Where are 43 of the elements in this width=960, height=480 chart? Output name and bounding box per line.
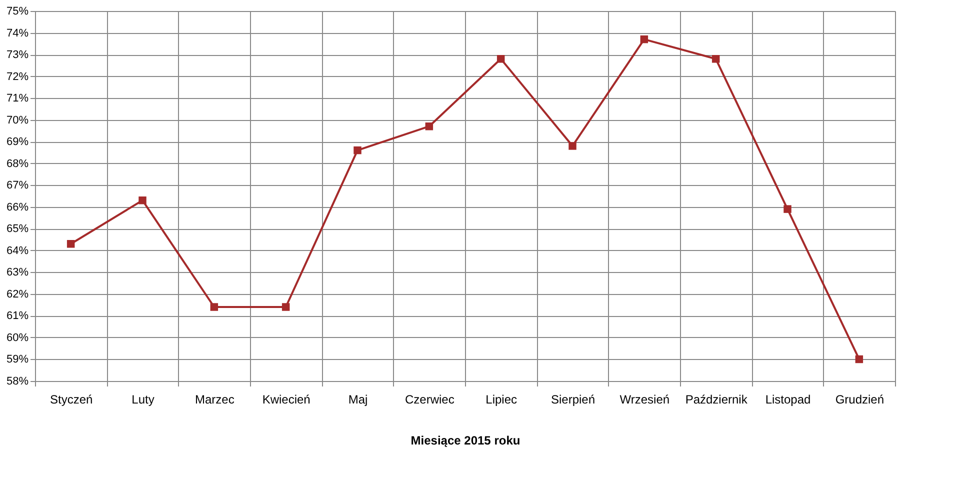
- point: [282, 303, 290, 311]
- point: [66, 240, 75, 248]
- y-tick-label: 71%: [6, 92, 29, 105]
- x-tick-label: Luty: [132, 392, 154, 406]
- point: [138, 196, 146, 204]
- y-tick-label: 65%: [6, 223, 29, 236]
- x-tick-label: Wrzesień: [620, 392, 670, 406]
- x-tick-label: Październik: [685, 392, 748, 406]
- y-tick-label: 59%: [6, 354, 29, 366]
- y-tick-label: 67%: [6, 180, 29, 192]
- y-tick-label: 60%: [6, 332, 29, 344]
- x-tick-label: Maj: [348, 392, 368, 406]
- y-tick-label: 61%: [6, 310, 29, 322]
- point: [640, 35, 648, 44]
- y-tick-label: 75%: [6, 6, 29, 18]
- y-tick-label: 63%: [6, 266, 29, 279]
- x-axis-title: Miesiące 2015 roku: [410, 434, 520, 448]
- x-tick-label: Lipiec: [486, 392, 518, 406]
- y-tick-label: 64%: [6, 244, 29, 257]
- point: [568, 142, 576, 150]
- point: [354, 146, 362, 154]
- y-tick-label: 58%: [6, 376, 29, 388]
- x-tick-label: Kwiecień: [262, 392, 310, 406]
- x-tick-label: Styczeń: [50, 392, 93, 406]
- point: [425, 122, 434, 130]
- x-tick-label: Grudzień: [835, 392, 884, 406]
- x-tick-label: Czerwiec: [404, 392, 454, 406]
- y-tick-label: 66%: [6, 201, 29, 214]
- y-tick-label: 73%: [6, 49, 29, 62]
- point: [712, 55, 720, 63]
- y-tick-label: 62%: [6, 288, 29, 300]
- point: [855, 355, 864, 364]
- point: [496, 55, 505, 63]
- x-tick-label: Listopad: [765, 392, 811, 406]
- x-tick-label: Marzec: [194, 392, 234, 406]
- point: [784, 205, 792, 213]
- y-tick-label: 74%: [6, 27, 29, 40]
- y-tick-label: 69%: [6, 136, 29, 148]
- point: [210, 303, 218, 311]
- x-tick-label: Sierpień: [550, 392, 596, 406]
- y-tick-label: 68%: [6, 158, 29, 170]
- y-tick-label: 72%: [6, 70, 29, 83]
- y-tick-label: 70%: [6, 114, 29, 126]
